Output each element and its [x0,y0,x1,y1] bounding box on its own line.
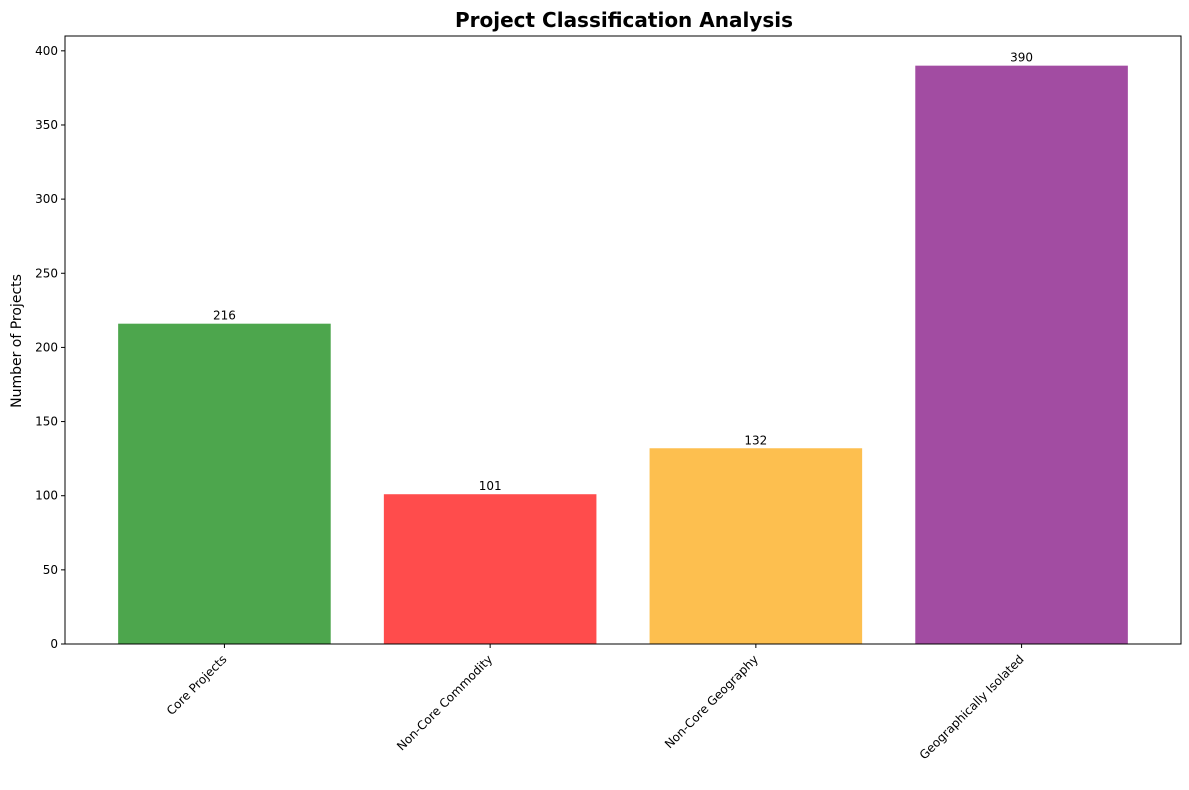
y-tick-label: 350 [35,118,58,132]
bar-value-label: 101 [479,479,502,493]
bar-value-label: 216 [213,309,236,323]
plot-frame [64,35,1182,645]
y-axis-label: Number of Projects [9,274,25,408]
x-tick-label: Geographically Isolated [917,652,1027,762]
bar [118,323,331,644]
y-tick-label: 300 [35,192,58,206]
y-tick-label: 150 [35,415,58,429]
bar [915,65,1128,644]
chart-title: Project Classification Analysis [455,8,793,32]
y-tick-label: 50 [43,563,58,577]
x-tick-label: Core Projects [164,652,230,718]
y-tick-label: 0 [50,637,58,651]
y-tick-label: 250 [35,266,58,280]
y-tick-label: 400 [35,44,58,58]
bars-group [118,65,1128,644]
x-tick-label: Non-Core Geography [662,652,761,751]
y-tick-label: 200 [35,340,58,354]
y-axis: 0 50 100 150 200 250 300 350 400 [35,44,65,651]
x-tick-label: Non-Core Commodity [394,652,495,753]
bar [383,494,597,644]
bar-value-label: 390 [1010,51,1033,65]
x-axis: Core Projects Non-Core Commodity Non-Core … [164,644,1027,762]
value-labels-group: 216 101 132 390 [213,51,1033,494]
bar [649,448,863,644]
bar-value-label: 132 [744,433,767,447]
y-tick-label: 100 [35,489,58,503]
